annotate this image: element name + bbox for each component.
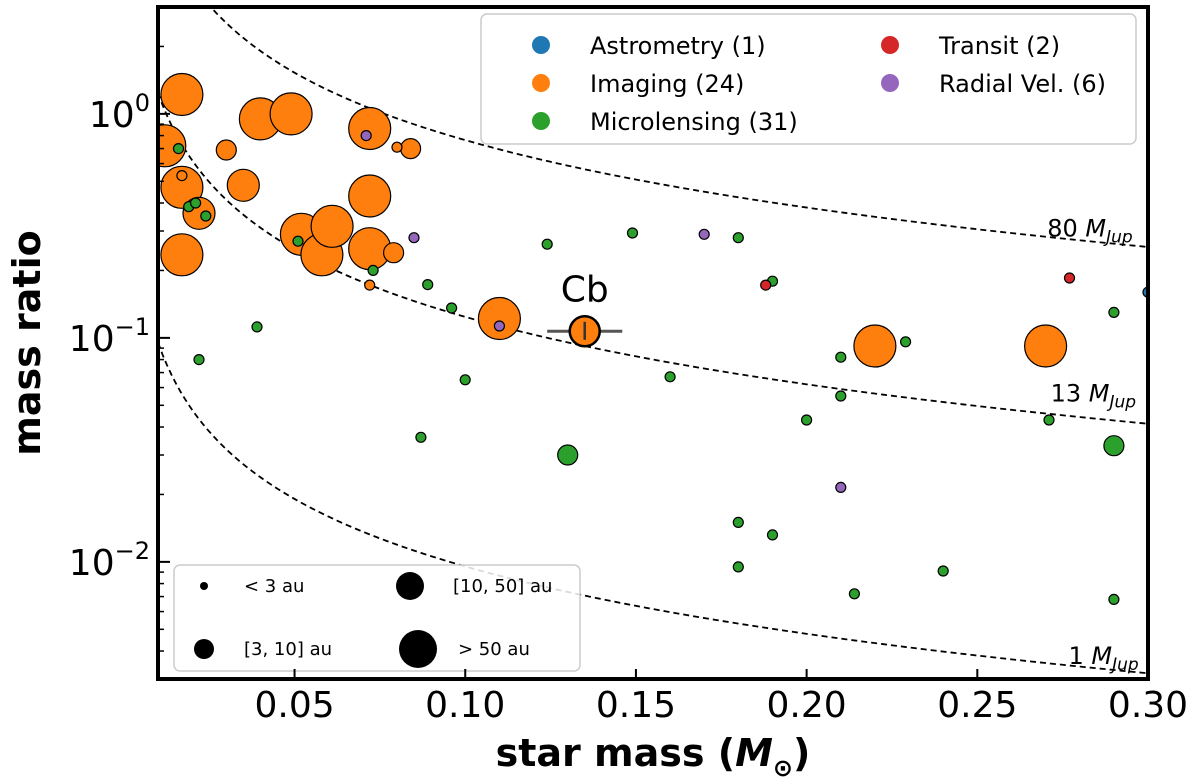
point-microlensing-43 <box>835 390 847 402</box>
legend-marker-0 <box>532 36 550 54</box>
point-radial-vel-61 <box>835 481 847 493</box>
point-microlensing-33 <box>459 374 471 386</box>
size-legend-marker-0 <box>200 582 208 590</box>
x-tick-label-4: 0.25 <box>937 685 1017 726</box>
y-tick-label-0: 10−2 <box>69 537 150 584</box>
x-tick-label-2: 0.15 <box>596 685 676 726</box>
y-axis-title: mass ratio <box>5 230 49 455</box>
point-radial-vel-59 <box>493 320 505 332</box>
legend-marker-1 <box>881 36 899 54</box>
y-tick-label-2: 100 <box>89 89 150 136</box>
point-imaging-5 <box>215 139 237 161</box>
size-legend-marker-1 <box>396 572 424 600</box>
size-legend-marker-3 <box>399 630 437 668</box>
point-microlensing-53 <box>1103 435 1125 457</box>
point-microlensing-47 <box>732 561 744 573</box>
point-transit-56 <box>1063 272 1076 284</box>
x-tick-label-3: 0.20 <box>767 685 847 726</box>
curve-label-1-mjup: 1 MJup <box>1069 642 1139 675</box>
point-microlensing-45 <box>732 516 744 529</box>
legend-label-2: Imaging (24) <box>590 70 744 98</box>
point-imaging-18 <box>364 279 376 291</box>
point-imaging-21 <box>853 324 897 368</box>
point-microlensing-51 <box>1108 306 1120 318</box>
point-radial-vel-60 <box>698 228 710 240</box>
method-legend-frame <box>480 13 1137 145</box>
point-microlensing-32 <box>446 302 458 314</box>
point-imaging-19 <box>176 170 188 182</box>
point-microlensing-35 <box>541 238 553 250</box>
point-microlensing-23 <box>172 143 185 155</box>
point-microlensing-37 <box>626 227 639 239</box>
legend-marker-4 <box>532 112 550 130</box>
point-imaging-8 <box>269 92 313 136</box>
x-tick-label-0: 0.05 <box>254 685 334 726</box>
size-legend-marker-2 <box>194 639 214 659</box>
point-microlensing-48 <box>848 588 861 600</box>
point-microlensing-41 <box>800 414 813 426</box>
x-tick-label-5: 0.30 <box>1108 685 1188 726</box>
point-radial-vel-58 <box>408 232 420 244</box>
point-imaging-22 <box>1023 324 1068 368</box>
curve-label-80-mjup: 80 MJup <box>1047 214 1133 247</box>
point-imaging-20 <box>477 296 521 341</box>
point-imaging-0 <box>158 124 187 168</box>
legend-label-1: Transit (2) <box>938 32 1060 60</box>
size-legend: < 3 au [10, 50] au [3, 10] au > 50 au <box>173 564 581 672</box>
point-imaging-12 <box>348 106 392 151</box>
point-transit-55 <box>760 279 772 291</box>
point-microlensing-28 <box>251 321 263 333</box>
legend-label-4: Microlensing (31) <box>590 108 798 136</box>
size-legend-label-2: [3, 10] au <box>244 639 332 660</box>
point-imaging-2 <box>160 165 204 209</box>
point-microlensing-46 <box>766 529 779 541</box>
point-imaging-17 <box>391 141 403 153</box>
axis-ticks: 0.05 0.10 0.15 0.20 0.25 0.30 10−2 10−1 100 <box>69 6 1188 726</box>
point-microlensing-52 <box>1108 593 1120 606</box>
legend-label-0: Astrometry (1) <box>590 32 766 60</box>
point-microlensing-36 <box>557 444 579 466</box>
size-legend-label-3: > 50 au <box>458 639 530 660</box>
point-microlensing-31 <box>422 279 434 291</box>
point-microlensing-25 <box>190 197 202 209</box>
point-microlensing-30 <box>367 264 379 276</box>
point-imaging-13 <box>348 174 392 218</box>
point-microlensing-38 <box>664 371 676 383</box>
x-axis-title: star mass (M⊙) <box>496 731 811 782</box>
point-microlensing-50 <box>1043 414 1055 426</box>
curve-label-13-mjup: 13 MJup <box>1051 379 1137 412</box>
size-legend-frame <box>173 564 581 672</box>
point-microlensing-44 <box>899 336 912 348</box>
data-points <box>158 72 1148 606</box>
x-tick-label-1: 0.10 <box>425 685 505 726</box>
point-microlensing-29 <box>292 235 304 247</box>
legend-marker-3 <box>881 74 899 92</box>
point-microlensing-49 <box>937 565 949 577</box>
point-imaging-3 <box>160 233 204 277</box>
curve-1-mjup <box>158 342 1148 675</box>
point-microlensing-27 <box>193 354 205 366</box>
y-tick-label-1: 10−1 <box>69 313 150 360</box>
curve-80-mjup <box>209 7 1148 248</box>
highlight-point-group <box>547 315 623 348</box>
curve-labels: 80 MJup 13 MJup 1 MJup Cb <box>561 214 1139 675</box>
size-legend-label-0: < 3 au <box>244 576 304 597</box>
point-imaging-11 <box>310 204 354 248</box>
legend-label-3: Radial Vel. (6) <box>939 70 1106 98</box>
point-imaging-1 <box>160 72 204 117</box>
plot-frame <box>156 5 1150 681</box>
point-microlensing-39 <box>732 232 744 244</box>
legend-marker-2 <box>532 74 550 92</box>
point-microlensing-26 <box>200 210 212 222</box>
point-imaging-16 <box>400 138 422 160</box>
point-imaging-6 <box>226 168 260 202</box>
point-microlensing-34 <box>415 431 427 443</box>
method-legend: Astrometry (1) Transit (2) Imaging (24) Rad… <box>480 13 1137 145</box>
cb-label: Cb <box>561 269 609 310</box>
point-microlensing-42 <box>835 351 847 363</box>
size-legend-label-1: [10, 50] au <box>453 576 552 597</box>
point-imaging-15 <box>383 242 405 264</box>
point-radial-vel-57 <box>360 130 372 142</box>
